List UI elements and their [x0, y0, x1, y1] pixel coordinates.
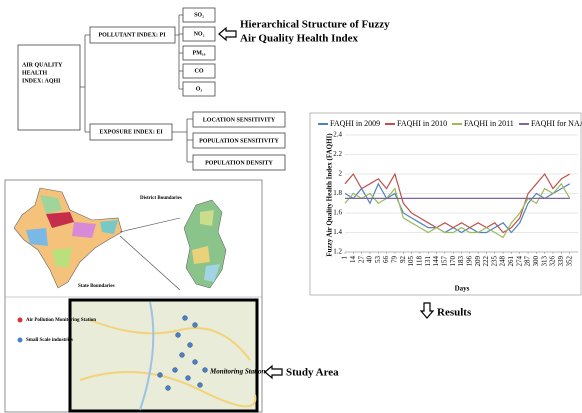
x-tick-label: 40 — [366, 256, 374, 264]
x-axis-label: Days — [455, 285, 470, 293]
x-tick-label: 27 — [357, 256, 365, 264]
x-tick-label: 66 — [382, 256, 390, 264]
x-tick-label: 313 — [540, 256, 548, 267]
chart-frame — [310, 113, 581, 295]
leaf-label: SO₂ — [194, 12, 204, 18]
x-tick-label: 131 — [424, 256, 432, 267]
x-tick-label: 209 — [474, 256, 482, 267]
x-tick-label: 287 — [524, 256, 532, 267]
x-tick-label: 79 — [391, 256, 399, 264]
x-tick-label: 183 — [457, 256, 465, 267]
map-label: Monitoring Station — [209, 368, 266, 376]
map-legend: Air Pollution Monitoring Station — [26, 318, 96, 323]
legend-label: FAQHI in 2010 — [397, 119, 447, 128]
x-tick-label: 105 — [407, 256, 415, 267]
y-tick-label: 2 — [339, 170, 343, 178]
x-tick-label: 53 — [374, 256, 382, 264]
y-tick-label: 2.4 — [333, 131, 342, 139]
legend-label: FAQHI in 2009 — [330, 119, 380, 128]
x-tick-label: 274 — [515, 256, 523, 267]
x-tick-label: 118 — [416, 256, 424, 267]
map-region — [72, 222, 96, 238]
root-box — [18, 45, 80, 130]
arrow-icon — [265, 366, 282, 378]
marker — [176, 333, 181, 338]
map-label: State Boundaries — [78, 284, 115, 289]
x-tick-label: 144 — [432, 256, 440, 267]
root-label: HEALTH — [22, 70, 47, 76]
legend-label: FAQHI in 2011 — [464, 119, 514, 128]
ei-label: EXPOSURE INDEX: EI — [99, 129, 163, 135]
marker — [180, 353, 185, 358]
x-tick-label: 196 — [465, 256, 473, 267]
marker — [193, 323, 198, 328]
diagram-caption: Air Quality Health Index — [240, 33, 359, 45]
marker — [188, 343, 193, 348]
results-caption: Results — [437, 307, 472, 319]
connector — [172, 119, 193, 162]
legend-icon — [18, 338, 23, 343]
city-map — [70, 300, 257, 411]
map-label: District Boundaries — [140, 196, 182, 201]
x-tick-label: 14 — [349, 256, 357, 264]
leaf-label: POPULATION DENSITY — [205, 160, 273, 166]
x-tick-label: 235 — [490, 256, 498, 267]
leaf-label: POPULATION SENSITIVITY — [199, 138, 279, 144]
y-tick-label: 1.6 — [333, 209, 342, 217]
leaf-label: CO — [195, 68, 204, 74]
map-legend: Small Scale industries — [26, 338, 73, 343]
x-tick-label: 352 — [565, 256, 573, 267]
map-region — [200, 210, 214, 226]
x-tick-label: 261 — [507, 256, 515, 267]
leaf-label: LOCATION SENSITIVITY — [203, 117, 276, 123]
legend-icon — [18, 318, 23, 323]
legend-label: FAQHI for NAAQS — [531, 119, 582, 128]
marker — [198, 383, 203, 388]
x-tick-label: 170 — [449, 256, 457, 267]
marker — [173, 368, 178, 373]
x-tick-label: 222 — [482, 256, 490, 267]
x-tick-label: 339 — [557, 256, 565, 267]
y-tick-label: 1.8 — [333, 189, 342, 197]
root-label: INDEX: AQHI — [22, 78, 61, 84]
arrow-icon — [421, 303, 433, 318]
x-tick-label: 92 — [399, 256, 407, 264]
leaf-label: PM₁₀ — [193, 50, 206, 56]
root-label: AIR QUALITY — [22, 62, 63, 68]
marker — [158, 373, 163, 378]
y-axis-label: Fuzzy Air Quality Health Index (FAQHI) — [326, 133, 334, 257]
marker — [193, 360, 198, 365]
y-tick-label: 1.4 — [333, 228, 342, 236]
y-tick-label: 1.2 — [333, 248, 342, 256]
page: {"diagram": { "root": ["AIR QUALITY", "H… — [0, 0, 582, 413]
diagram-caption: Hierarchical Structure of Fuzzy — [240, 19, 390, 31]
marker — [186, 376, 191, 381]
arrow-icon — [219, 28, 236, 40]
study-area-caption: Study Area — [286, 367, 339, 379]
connector — [80, 35, 90, 132]
leaf-label: NO₂ — [194, 31, 205, 37]
x-tick-label: 326 — [549, 256, 557, 267]
marker — [166, 386, 171, 391]
study-area: District Boundaries State Boundaries Mon… — [5, 180, 339, 412]
x-tick-label: 300 — [532, 256, 540, 267]
connector — [175, 15, 183, 89]
marker — [183, 316, 188, 321]
y-tick-label: 2.2 — [333, 150, 342, 158]
marker — [203, 368, 208, 373]
pi-label: POLLUTANT INDEX: PI — [98, 32, 166, 38]
x-tick-label: 248 — [499, 256, 507, 267]
figure: AIR QUALITY HEALTH INDEX: AQHI POLLUTANT… — [0, 0, 582, 413]
x-tick-label: 1 — [341, 256, 349, 260]
leaf-label: O₃ — [196, 86, 203, 92]
x-tick-label: 157 — [440, 256, 448, 267]
